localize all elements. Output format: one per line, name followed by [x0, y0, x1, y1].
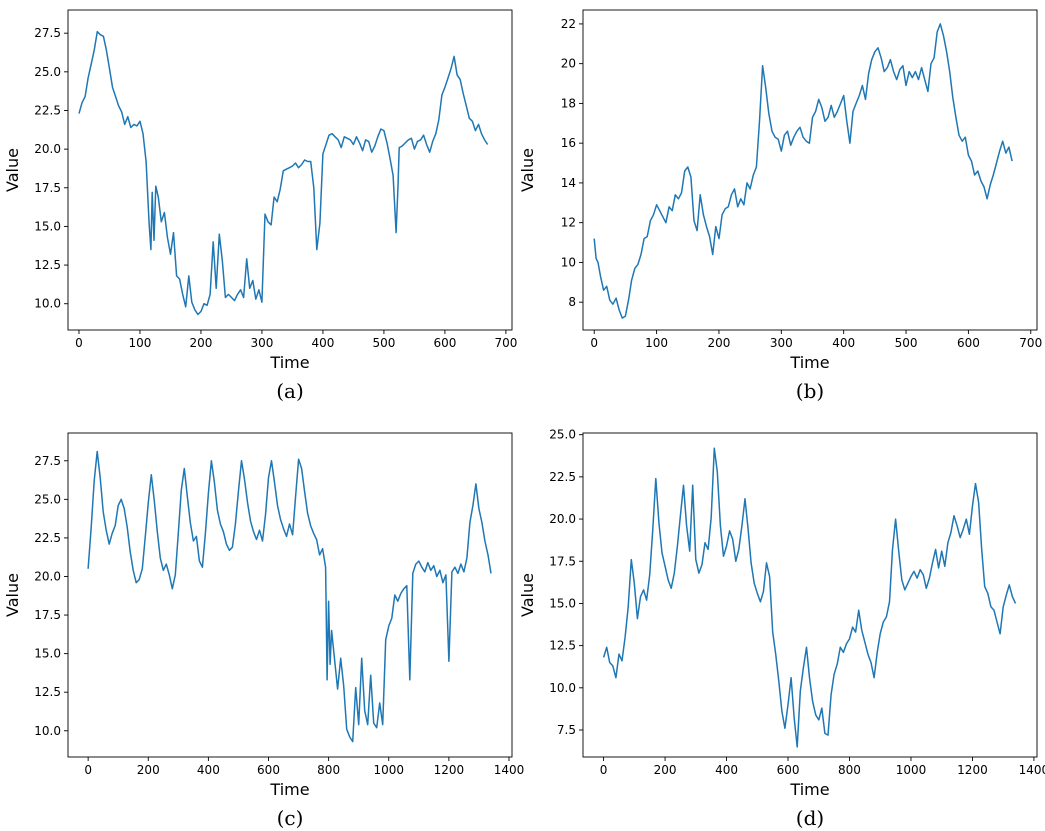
y-tick-label: 17.5	[34, 608, 61, 622]
x-tick-label: 300	[770, 336, 793, 350]
y-tick-label: 7.5	[557, 723, 576, 737]
axes-frame	[582, 432, 1038, 758]
x-tick-label: 300	[250, 336, 273, 350]
y-tick-label: 17.5	[549, 554, 576, 568]
x-tick-label: 1000	[896, 763, 927, 777]
panel-d: 0 200 400 600 800 1000 1200 1400 7.5 10.0 12.5 15.0…	[518, 428, 1045, 830]
x-tick-label: 500	[895, 336, 918, 350]
x-tick-label: 100	[129, 336, 152, 350]
y-tick-label: 10.0	[34, 724, 61, 738]
y-axis-label: Value	[3, 148, 22, 192]
x-tick-label: 1200	[957, 763, 988, 777]
panel-a: 0 100 200 300 400 500 600 700 10.0 12.5 15.0 17.5 20…	[3, 9, 517, 403]
x-tick-label: 500	[372, 336, 395, 350]
y-tick-label: 20.0	[34, 569, 61, 583]
x-tick-label: 0	[600, 763, 608, 777]
panel-c: 0 200 400 600 800 1000 1200 1400 10.0 12.5 15.0 17.…	[3, 432, 525, 830]
x-tick-label: 600	[433, 336, 456, 350]
y-tick-label: 22.5	[549, 470, 576, 484]
x-tick-label: 200	[137, 763, 160, 777]
y-tick-label: 25.0	[549, 428, 576, 442]
series-line	[602, 447, 1017, 748]
x-tick-label: 0	[590, 336, 598, 350]
y-tick-label: 17.5	[34, 181, 61, 195]
y-tick-label: 20.0	[549, 512, 576, 526]
y-tick-label: 10.0	[549, 681, 576, 695]
y-tick-label: 25.0	[34, 65, 61, 79]
x-tick-label: 800	[838, 763, 861, 777]
x-axis-label: Time	[789, 780, 829, 799]
x-axis-label: Time	[269, 353, 309, 372]
x-tick-label: 1400	[494, 763, 525, 777]
y-tick-label: 8	[568, 295, 576, 309]
x-tick-label: 1200	[434, 763, 465, 777]
panel-caption: (d)	[796, 806, 824, 830]
y-tick-label: 18	[561, 96, 576, 110]
y-axis-label: Value	[3, 573, 22, 617]
y-tick-label: 15.0	[34, 219, 61, 233]
y-tick-label: 12.5	[34, 258, 61, 272]
y-tick-label: 22.5	[34, 103, 61, 117]
x-tick-label: 700	[494, 336, 517, 350]
x-tick-label: 400	[832, 336, 855, 350]
x-tick-label: 1400	[1019, 763, 1045, 777]
series-line	[593, 23, 1013, 319]
x-axis-label: Time	[269, 780, 309, 799]
x-tick-label: 400	[197, 763, 220, 777]
panel-b: 0 100 200 300 400 500 600 700 8 10 12 14 16 18 20 22 Tim…	[518, 9, 1042, 403]
x-axis-label: Time	[789, 353, 829, 372]
axes-frame	[67, 432, 513, 758]
axes-frame	[582, 9, 1038, 331]
y-tick-label: 12.5	[34, 685, 61, 699]
x-tick-label: 200	[190, 336, 213, 350]
y-tick-label: 12.5	[549, 639, 576, 653]
x-tick-label: 0	[75, 336, 83, 350]
x-tick-label: 600	[957, 336, 980, 350]
x-tick-label: 700	[1019, 336, 1042, 350]
y-tick-label: 22	[561, 17, 576, 31]
x-tick-label: 600	[257, 763, 280, 777]
panel-caption: (b)	[796, 379, 824, 403]
y-tick-label: 27.5	[34, 454, 61, 468]
y-tick-label: 15.0	[549, 596, 576, 610]
y-tick-label: 14	[561, 176, 576, 190]
x-tick-label: 800	[317, 763, 340, 777]
x-tick-label: 400	[311, 336, 334, 350]
x-tick-label: 400	[715, 763, 738, 777]
x-tick-label: 200	[707, 336, 730, 350]
axes-frame	[67, 9, 513, 331]
y-tick-label: 12	[561, 216, 576, 230]
y-tick-label: 15.0	[34, 647, 61, 661]
y-axis-label: Value	[518, 148, 537, 192]
panel-caption: (c)	[277, 806, 304, 830]
y-tick-label: 27.5	[34, 26, 61, 40]
x-tick-label: 1000	[373, 763, 404, 777]
x-tick-label: 0	[84, 763, 92, 777]
y-tick-label: 10	[561, 255, 576, 269]
series-line	[78, 30, 489, 316]
series-line	[87, 450, 492, 743]
y-tick-label: 22.5	[34, 531, 61, 545]
panel-caption: (a)	[276, 379, 304, 403]
x-tick-label: 100	[645, 336, 668, 350]
y-tick-label: 20.0	[34, 142, 61, 156]
y-tick-label: 10.0	[34, 297, 61, 311]
x-tick-label: 200	[654, 763, 677, 777]
y-tick-label: 16	[561, 136, 576, 150]
y-tick-label: 25.0	[34, 492, 61, 506]
y-tick-label: 20	[561, 57, 576, 71]
x-tick-label: 600	[777, 763, 800, 777]
y-axis-label: Value	[518, 573, 537, 617]
